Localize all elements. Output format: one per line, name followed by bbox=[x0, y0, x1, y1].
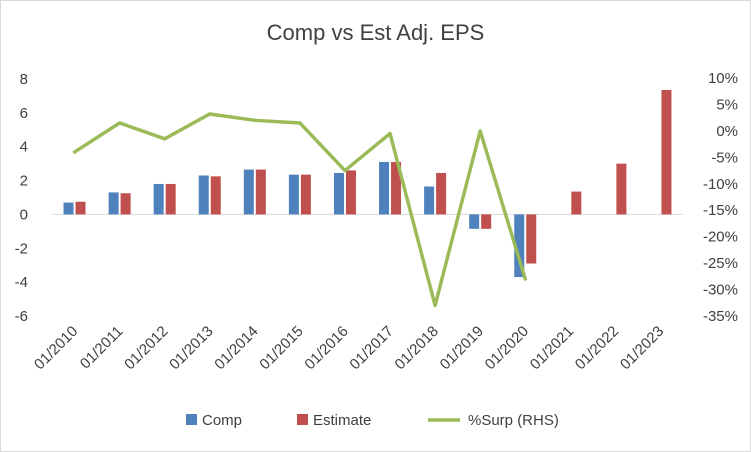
bar-comp bbox=[288, 174, 299, 215]
line-point bbox=[74, 151, 76, 153]
y2-tick-label: 10% bbox=[708, 70, 738, 87]
bar-estimate bbox=[661, 90, 672, 215]
legend: Comp Estimate %Surp (RHS) bbox=[186, 412, 559, 429]
y2-tick-label: 5% bbox=[716, 96, 738, 113]
line-point bbox=[299, 122, 301, 124]
x-tick-label: 01/2016 bbox=[301, 323, 351, 373]
bar-estimate bbox=[255, 169, 266, 215]
x-tick-label: 01/2011 bbox=[77, 323, 127, 373]
bar-comp bbox=[198, 175, 209, 215]
y2-tick-label: -20% bbox=[703, 229, 738, 246]
bar-estimate bbox=[481, 214, 492, 229]
y2-tick-label: -15% bbox=[703, 202, 738, 219]
bar-estimate bbox=[300, 174, 311, 215]
x-tick-label: 01/2012 bbox=[121, 323, 171, 373]
bar-comp bbox=[333, 172, 344, 215]
bar-comp bbox=[514, 214, 525, 278]
line-point bbox=[389, 133, 391, 135]
plot-area: 8 6 4 2 0 -2 -4 -6 10% 5% 0% -5% -10% -15% -20% -25% -30… bbox=[15, 70, 738, 373]
y-tick-label: 6 bbox=[20, 105, 28, 122]
y2-tick-label: -10% bbox=[703, 176, 738, 193]
line-point bbox=[209, 113, 211, 115]
bar-estimate bbox=[120, 193, 131, 215]
y-tick-label: -4 bbox=[15, 274, 28, 291]
bar-estimate bbox=[165, 183, 176, 215]
x-tick-label: 01/2022 bbox=[572, 323, 622, 373]
y2-tick-label: -30% bbox=[703, 282, 738, 299]
bar-comp bbox=[153, 183, 164, 215]
y2-tick-label: -5% bbox=[711, 149, 738, 166]
line-point bbox=[164, 138, 166, 140]
bar-estimate bbox=[391, 161, 402, 215]
line-point bbox=[254, 119, 256, 121]
y2-tick-label: 0% bbox=[716, 123, 738, 140]
x-tick-label: 01/2023 bbox=[617, 323, 667, 373]
bar-estimate bbox=[210, 176, 221, 215]
legend-label--surp-rhs: %Surp (RHS) bbox=[468, 412, 559, 429]
bar-estimate bbox=[75, 201, 86, 215]
y-tick-label: 0 bbox=[20, 206, 28, 223]
bar-estimate bbox=[571, 191, 582, 215]
y2-tick-label: -35% bbox=[703, 308, 738, 325]
chart-title: Comp vs Est Adj. EPS bbox=[266, 20, 485, 45]
line-point bbox=[479, 130, 481, 132]
y-tick-label: -6 bbox=[15, 308, 28, 325]
line-surprise bbox=[72, 112, 527, 308]
bar-comp bbox=[379, 161, 390, 215]
x-tick-label: 01/2015 bbox=[256, 323, 306, 373]
y-tick-label: 4 bbox=[20, 139, 28, 156]
x-tick-label: 01/2013 bbox=[166, 323, 216, 373]
x-tick-label: 01/2021 bbox=[527, 323, 577, 373]
y-tick-label: 8 bbox=[20, 71, 28, 88]
legend-swatch-comp bbox=[186, 414, 197, 425]
x-tick-label: 01/2017 bbox=[346, 323, 396, 373]
bar-estimate bbox=[436, 172, 447, 215]
bar-comp bbox=[469, 214, 480, 229]
bar-estimate bbox=[345, 170, 356, 215]
bar-comp bbox=[63, 202, 74, 215]
bar-estimate bbox=[616, 163, 627, 215]
x-tick-label: 01/2018 bbox=[392, 323, 442, 373]
y-tick-label: 2 bbox=[20, 173, 28, 190]
line-point bbox=[119, 122, 121, 124]
x-tick-label: 01/2019 bbox=[437, 323, 487, 373]
y2-tick-label: -25% bbox=[703, 255, 738, 272]
legend-label-comp: Comp bbox=[202, 412, 242, 429]
x-tick-label: 01/2014 bbox=[211, 323, 261, 373]
line-point bbox=[524, 278, 526, 280]
x-tick-label: 01/2020 bbox=[482, 323, 532, 373]
line-point bbox=[434, 304, 436, 306]
bar-comp bbox=[108, 192, 119, 215]
line-point bbox=[344, 170, 346, 172]
legend-label-estimate: Estimate bbox=[313, 412, 371, 429]
bar-comp bbox=[243, 169, 254, 215]
legend-swatch-estimate bbox=[297, 414, 308, 425]
bar-estimate bbox=[526, 214, 537, 264]
x-tick-label: 01/2010 bbox=[31, 323, 81, 373]
bar-comp bbox=[424, 186, 435, 215]
y-tick-label: -2 bbox=[15, 240, 28, 257]
